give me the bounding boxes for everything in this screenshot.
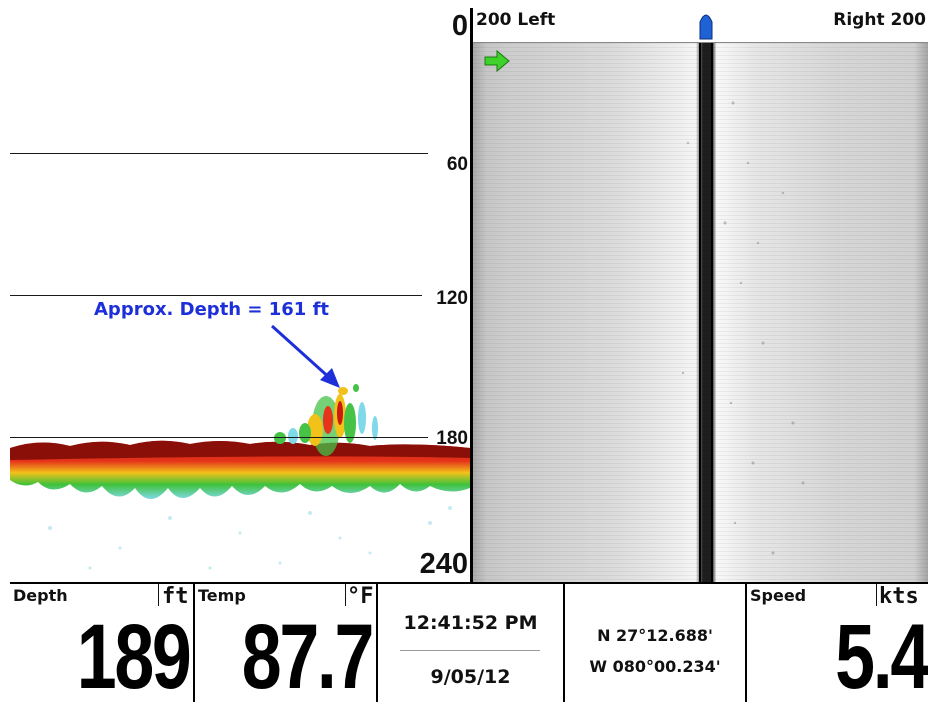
latitude-value: N 27°12.688' [565, 626, 745, 645]
side-imaging-view: 200 Left Right 200 [473, 8, 928, 582]
time-value: 12:41:52 PM [378, 612, 563, 634]
unit-divider [876, 584, 877, 606]
temp-value: 87.7 [242, 605, 372, 702]
depth-label-60: 60 [447, 154, 468, 176]
date-value: 9/05/12 [378, 666, 563, 688]
speed-value: 5.4 [835, 605, 928, 702]
position-readout: N 27°12.688' W 080°00.234' [565, 584, 745, 702]
depth-gridline [10, 295, 422, 296]
range-left-label: 200 Left [476, 10, 555, 30]
depth-label-180: 180 [436, 428, 468, 450]
depth-gridline [10, 153, 428, 154]
unit-divider [345, 584, 346, 606]
depth-value: 189 [76, 605, 189, 702]
temp-readout: Temp °F 87.7 [195, 584, 376, 702]
depth-gridline [10, 437, 428, 438]
annotation-arrow-icon [272, 326, 340, 388]
temp-title: Temp [198, 586, 246, 605]
depth-readout: Depth ft 189 [10, 584, 193, 702]
side-imaging-image [473, 43, 928, 582]
side-imaging-header: 200 Left Right 200 [473, 8, 928, 43]
longitude-value: W 080°00.234' [565, 657, 745, 676]
depth-label-240: 240 [420, 548, 468, 581]
fishfinder-screen: 0 60 120 180 240 Approx. Depth = 161 ft … [10, 8, 928, 702]
sonar-2d-view: 0 60 120 180 240 Approx. Depth = 161 ft [10, 8, 470, 582]
speed-readout: Speed kts 5.4 [747, 584, 928, 702]
depth-label-0: 0 [452, 10, 468, 43]
depth-title: Depth [13, 586, 68, 605]
range-right-label: Right 200 [833, 10, 926, 30]
boat-position-icon [698, 10, 714, 40]
divider [400, 650, 540, 651]
unit-divider [158, 584, 159, 606]
speed-title: Speed [750, 586, 806, 605]
time-date-readout: 12:41:52 PM 9/05/12 [378, 584, 563, 702]
depth-annotation: Approx. Depth = 161 ft [94, 299, 329, 320]
depth-label-120: 120 [436, 288, 468, 310]
data-bar: Depth ft 189 Temp °F 87.7 12:41:52 PM 9/… [10, 584, 928, 702]
